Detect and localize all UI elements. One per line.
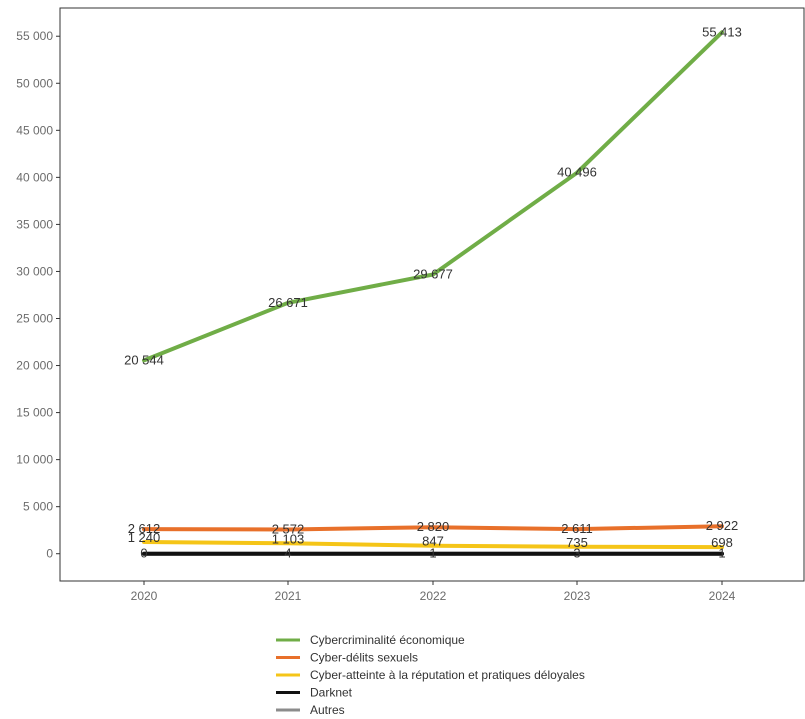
x-tick-label: 2021 [275,589,302,603]
series-line-0 [142,30,724,363]
x-tick-label: 2022 [420,589,447,603]
x-tick-label: 2020 [131,589,158,603]
data-label: 3 [573,546,580,561]
legend: Cybercriminalité économique Cyber-délits … [276,633,585,717]
y-tick-label: 25 000 [16,311,53,325]
y-axis: 0 5 000 10 000 15 000 20 000 25 000 30 000 35 0… [16,29,60,561]
y-tick-label: 45 000 [16,123,53,137]
data-label: 2 612 [128,521,161,536]
data-label: 2 820 [417,519,450,534]
x-tick-label: 2024 [709,589,736,603]
y-tick-label: 0 [46,547,53,561]
legend-label: Darknet [310,686,353,700]
x-tick-label: 2023 [564,589,591,603]
series-line-2 [142,540,724,550]
x-axis: 2020 2021 2022 2023 2024 [131,581,736,603]
data-label: 29 677 [413,266,453,281]
data-label: 40 496 [557,165,597,180]
legend-label: Cybercriminalité économique [310,633,465,647]
data-label: 1 103 [272,531,305,546]
data-label: 55 413 [702,24,742,39]
series-line-1 [142,524,724,532]
data-labels: 20 544 26 671 29 677 40 496 55 413 2 612 2 572… [124,24,742,560]
y-tick-label: 50 000 [16,76,53,90]
y-tick-label: 35 000 [16,217,53,231]
legend-label: Cyber-atteinte à la réputation et pratiq… [310,668,585,682]
data-label: 2 922 [706,518,739,533]
data-label: 698 [711,535,733,550]
y-tick-label: 30 000 [16,264,53,278]
series-lines [142,30,724,556]
data-label: 26 671 [268,295,308,310]
data-label: 4 [284,546,291,561]
y-tick-label: 55 000 [16,29,53,43]
legend-label: Autres [310,703,345,717]
y-tick-label: 15 000 [16,406,53,420]
data-label: 1 [429,546,436,561]
data-label: 847 [422,534,444,549]
data-label: 2 572 [272,522,305,537]
y-tick-label: 10 000 [16,453,53,467]
data-label: 735 [566,535,588,550]
legend-label: Cyber-délits sexuels [310,651,418,665]
y-tick-label: 5 000 [23,500,53,514]
data-label: 2 611 [561,521,593,536]
data-label: 1 240 [128,530,161,545]
data-label: 20 544 [124,352,164,367]
y-tick-label: 20 000 [16,359,53,373]
plot-frame [59,7,805,582]
y-tick-label: 40 000 [16,170,53,184]
data-label: 1 [718,546,725,561]
data-label: 0 [140,546,147,561]
